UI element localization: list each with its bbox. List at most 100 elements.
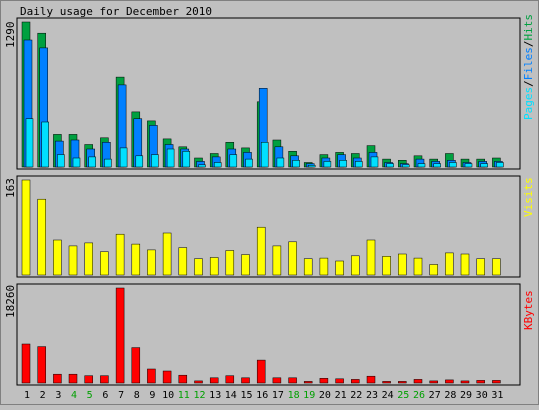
pages-bar-13	[213, 162, 222, 168]
visits-bar-1	[21, 179, 31, 276]
pages-bar-16	[260, 142, 269, 168]
legend-pages: Pages	[522, 87, 535, 120]
pages-bar-5	[88, 156, 96, 168]
pages-bar-12	[198, 164, 206, 168]
visits-bar-20	[319, 257, 329, 276]
day-label-3: 3	[55, 390, 61, 401]
panel-hits-frame	[16, 17, 521, 170]
kbytes-bar-10	[162, 370, 172, 384]
kbytes-bar-20	[319, 378, 329, 384]
visits-bar-8	[131, 243, 141, 276]
day-label-16: 16	[256, 390, 268, 401]
day-label-24: 24	[382, 390, 394, 401]
day-label-17: 17	[272, 390, 284, 401]
pages-bar-20	[323, 161, 332, 168]
pages-bar-7	[119, 147, 128, 168]
day-label-27: 27	[429, 390, 441, 401]
pages-bar-28	[449, 162, 457, 168]
kbytes-bar-14	[225, 375, 235, 384]
visits-bar-24	[382, 256, 391, 276]
legend-sep-2: /	[522, 41, 535, 48]
day-label-20: 20	[319, 390, 331, 401]
pages-bar-26	[417, 163, 426, 168]
visits-bar-18	[288, 241, 297, 276]
kbytes-bar-16	[256, 359, 266, 384]
day-label-6: 6	[102, 390, 108, 401]
pages-bar-19	[307, 165, 316, 168]
day-label-19: 19	[303, 390, 315, 401]
pages-bar-22	[355, 161, 363, 168]
day-label-28: 28	[444, 390, 456, 401]
day-label-2: 2	[40, 390, 46, 401]
visits-bar-25	[398, 253, 407, 276]
kbytes-bar-4	[68, 373, 78, 384]
day-label-18: 18	[288, 390, 300, 401]
pages-bar-1	[25, 118, 34, 168]
kbytes-bar-11	[178, 374, 188, 384]
day-label-12: 12	[193, 390, 205, 401]
kbytes-bar-27	[429, 380, 438, 384]
visits-bar-13	[209, 257, 219, 276]
pages-bar-25	[402, 164, 410, 168]
kbytes-bar-8	[131, 347, 141, 384]
day-label-26: 26	[413, 390, 425, 401]
pages-bar-6	[104, 158, 112, 168]
hits-ymax-label: 1290	[4, 22, 17, 49]
kbytes-bar-2	[37, 346, 46, 384]
kbytes-bar-6	[100, 375, 109, 384]
visits-ymax-label: 163	[4, 178, 17, 198]
pages-bar-21	[339, 160, 347, 168]
day-label-5: 5	[87, 390, 93, 401]
visits-bar-3	[53, 239, 62, 276]
pages-bar-23	[370, 156, 379, 168]
kbytes-bar-28	[445, 379, 454, 384]
hits-legend: Pages/Files/Hits	[522, 14, 535, 120]
legend-files: Files	[522, 47, 535, 80]
kbytes-bar-31	[492, 380, 501, 384]
kbytes-ymax-label: 18260	[4, 285, 17, 318]
day-label-30: 30	[476, 390, 488, 401]
day-label-9: 9	[149, 390, 155, 401]
day-label-11: 11	[178, 390, 190, 401]
kbytes-bar-13	[209, 377, 219, 384]
day-label-7: 7	[118, 390, 124, 401]
pages-bar-2	[41, 121, 49, 168]
panel-kbytes-frame	[16, 283, 521, 386]
kbytes-bar-19	[303, 381, 313, 384]
kbytes-bar-26	[413, 379, 423, 384]
legend-hits: Hits	[522, 14, 535, 41]
kbytes-bar-3	[53, 373, 62, 384]
pages-bar-14	[229, 154, 238, 168]
pages-bar-8	[135, 155, 144, 168]
visits-bar-17	[272, 245, 282, 276]
legend-visits: Visits	[522, 177, 535, 217]
panel-visits-frame	[16, 175, 521, 278]
kbytes-bar-12	[194, 380, 203, 384]
pages-bar-17	[276, 157, 285, 168]
day-label-22: 22	[350, 390, 362, 401]
kbytes-bar-9	[147, 368, 156, 384]
pages-bar-24	[386, 163, 394, 168]
visits-bar-29	[460, 253, 470, 276]
day-label-14: 14	[225, 390, 237, 401]
visits-bar-31	[492, 258, 501, 276]
day-label-15: 15	[240, 390, 252, 401]
visits-bar-15	[241, 254, 250, 276]
bars-layer	[21, 21, 504, 384]
visits-bar-28	[445, 252, 454, 276]
visits-bar-2	[37, 198, 46, 276]
visits-bar-14	[225, 250, 235, 276]
visits-bar-22	[351, 255, 360, 276]
pages-bar-9	[151, 154, 159, 168]
pages-bar-4	[72, 157, 81, 168]
pages-bar-29	[464, 163, 473, 168]
kbytes-bar-25	[398, 381, 407, 384]
chart-title: Daily usage for December 2010	[20, 5, 212, 18]
visits-bar-16	[256, 226, 266, 276]
kbytes-bar-21	[335, 378, 344, 384]
kbytes-bar-15	[241, 377, 250, 384]
day-label-23: 23	[366, 390, 378, 401]
pages-bar-31	[496, 162, 504, 168]
